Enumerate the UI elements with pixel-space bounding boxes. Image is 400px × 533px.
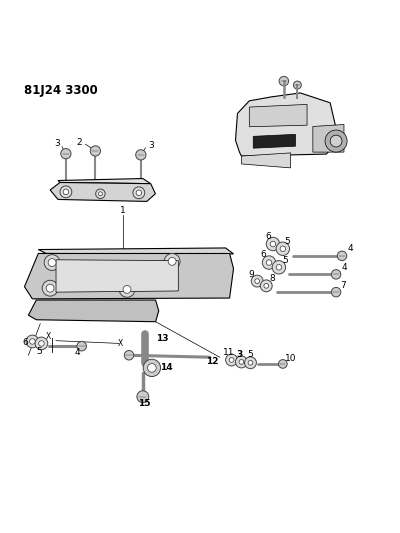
Text: 12: 12 <box>206 358 218 367</box>
Text: 6: 6 <box>23 338 28 347</box>
Circle shape <box>61 149 71 159</box>
Polygon shape <box>24 254 234 299</box>
Text: 13: 13 <box>156 334 169 343</box>
Circle shape <box>278 360 287 368</box>
Circle shape <box>244 357 256 369</box>
Text: 5: 5 <box>282 256 288 265</box>
Text: 7: 7 <box>340 280 346 289</box>
Circle shape <box>96 189 105 198</box>
Circle shape <box>280 246 286 252</box>
Circle shape <box>133 187 145 199</box>
Circle shape <box>123 286 131 293</box>
Circle shape <box>98 192 102 196</box>
Circle shape <box>137 391 149 402</box>
Text: 4: 4 <box>75 348 80 357</box>
Text: 6: 6 <box>260 250 266 259</box>
Circle shape <box>337 251 347 261</box>
Polygon shape <box>50 182 156 201</box>
Text: 2: 2 <box>77 138 82 147</box>
Text: X: X <box>118 339 123 348</box>
Circle shape <box>294 81 301 89</box>
Circle shape <box>143 359 160 376</box>
Polygon shape <box>313 125 344 152</box>
Text: 9: 9 <box>248 270 254 279</box>
Circle shape <box>77 342 86 351</box>
Text: 8: 8 <box>269 274 275 283</box>
Circle shape <box>42 280 58 296</box>
Circle shape <box>266 237 280 251</box>
Circle shape <box>148 364 156 372</box>
Circle shape <box>164 254 180 269</box>
Text: X: X <box>46 332 51 341</box>
Text: 15: 15 <box>138 399 150 408</box>
Polygon shape <box>58 179 151 184</box>
Circle shape <box>136 150 146 160</box>
Circle shape <box>124 351 134 360</box>
Circle shape <box>35 337 48 350</box>
Circle shape <box>260 280 272 292</box>
Text: 14: 14 <box>160 364 173 373</box>
Circle shape <box>276 264 282 270</box>
Circle shape <box>90 146 100 156</box>
Text: 4: 4 <box>341 263 347 272</box>
Circle shape <box>119 281 135 297</box>
Circle shape <box>266 260 272 265</box>
Circle shape <box>255 279 260 284</box>
Circle shape <box>330 135 342 147</box>
Polygon shape <box>242 153 291 168</box>
Circle shape <box>46 284 54 292</box>
Circle shape <box>44 255 60 270</box>
Polygon shape <box>28 300 159 322</box>
Text: 5: 5 <box>248 350 253 359</box>
Circle shape <box>60 186 72 198</box>
Text: 1: 1 <box>120 206 126 215</box>
Text: 3: 3 <box>236 350 242 359</box>
Circle shape <box>226 354 238 366</box>
Text: 6: 6 <box>265 232 271 240</box>
Circle shape <box>26 335 39 348</box>
Circle shape <box>168 257 176 265</box>
Circle shape <box>331 270 341 279</box>
Polygon shape <box>38 248 234 254</box>
Polygon shape <box>236 93 336 156</box>
Circle shape <box>264 284 269 288</box>
Text: 81J24 3300: 81J24 3300 <box>24 84 98 97</box>
Circle shape <box>39 341 44 346</box>
Circle shape <box>236 356 247 368</box>
Text: 3: 3 <box>54 139 60 148</box>
Circle shape <box>262 256 276 269</box>
Circle shape <box>251 275 263 287</box>
Circle shape <box>30 338 35 344</box>
Circle shape <box>276 242 290 255</box>
Circle shape <box>270 241 276 247</box>
Circle shape <box>48 259 56 266</box>
Circle shape <box>229 358 234 362</box>
Circle shape <box>136 190 142 196</box>
Polygon shape <box>56 260 178 292</box>
Text: 4: 4 <box>347 244 353 253</box>
Text: 5: 5 <box>285 237 290 246</box>
Circle shape <box>63 189 69 195</box>
Circle shape <box>325 130 347 152</box>
Circle shape <box>331 287 341 297</box>
Text: 5: 5 <box>36 347 42 356</box>
Polygon shape <box>253 134 296 148</box>
Circle shape <box>272 261 286 274</box>
Circle shape <box>248 360 253 365</box>
Circle shape <box>239 360 244 365</box>
Circle shape <box>279 76 288 86</box>
Text: 11: 11 <box>223 348 234 357</box>
Polygon shape <box>249 104 307 127</box>
Text: 10: 10 <box>285 354 296 364</box>
Text: 3: 3 <box>148 141 154 150</box>
